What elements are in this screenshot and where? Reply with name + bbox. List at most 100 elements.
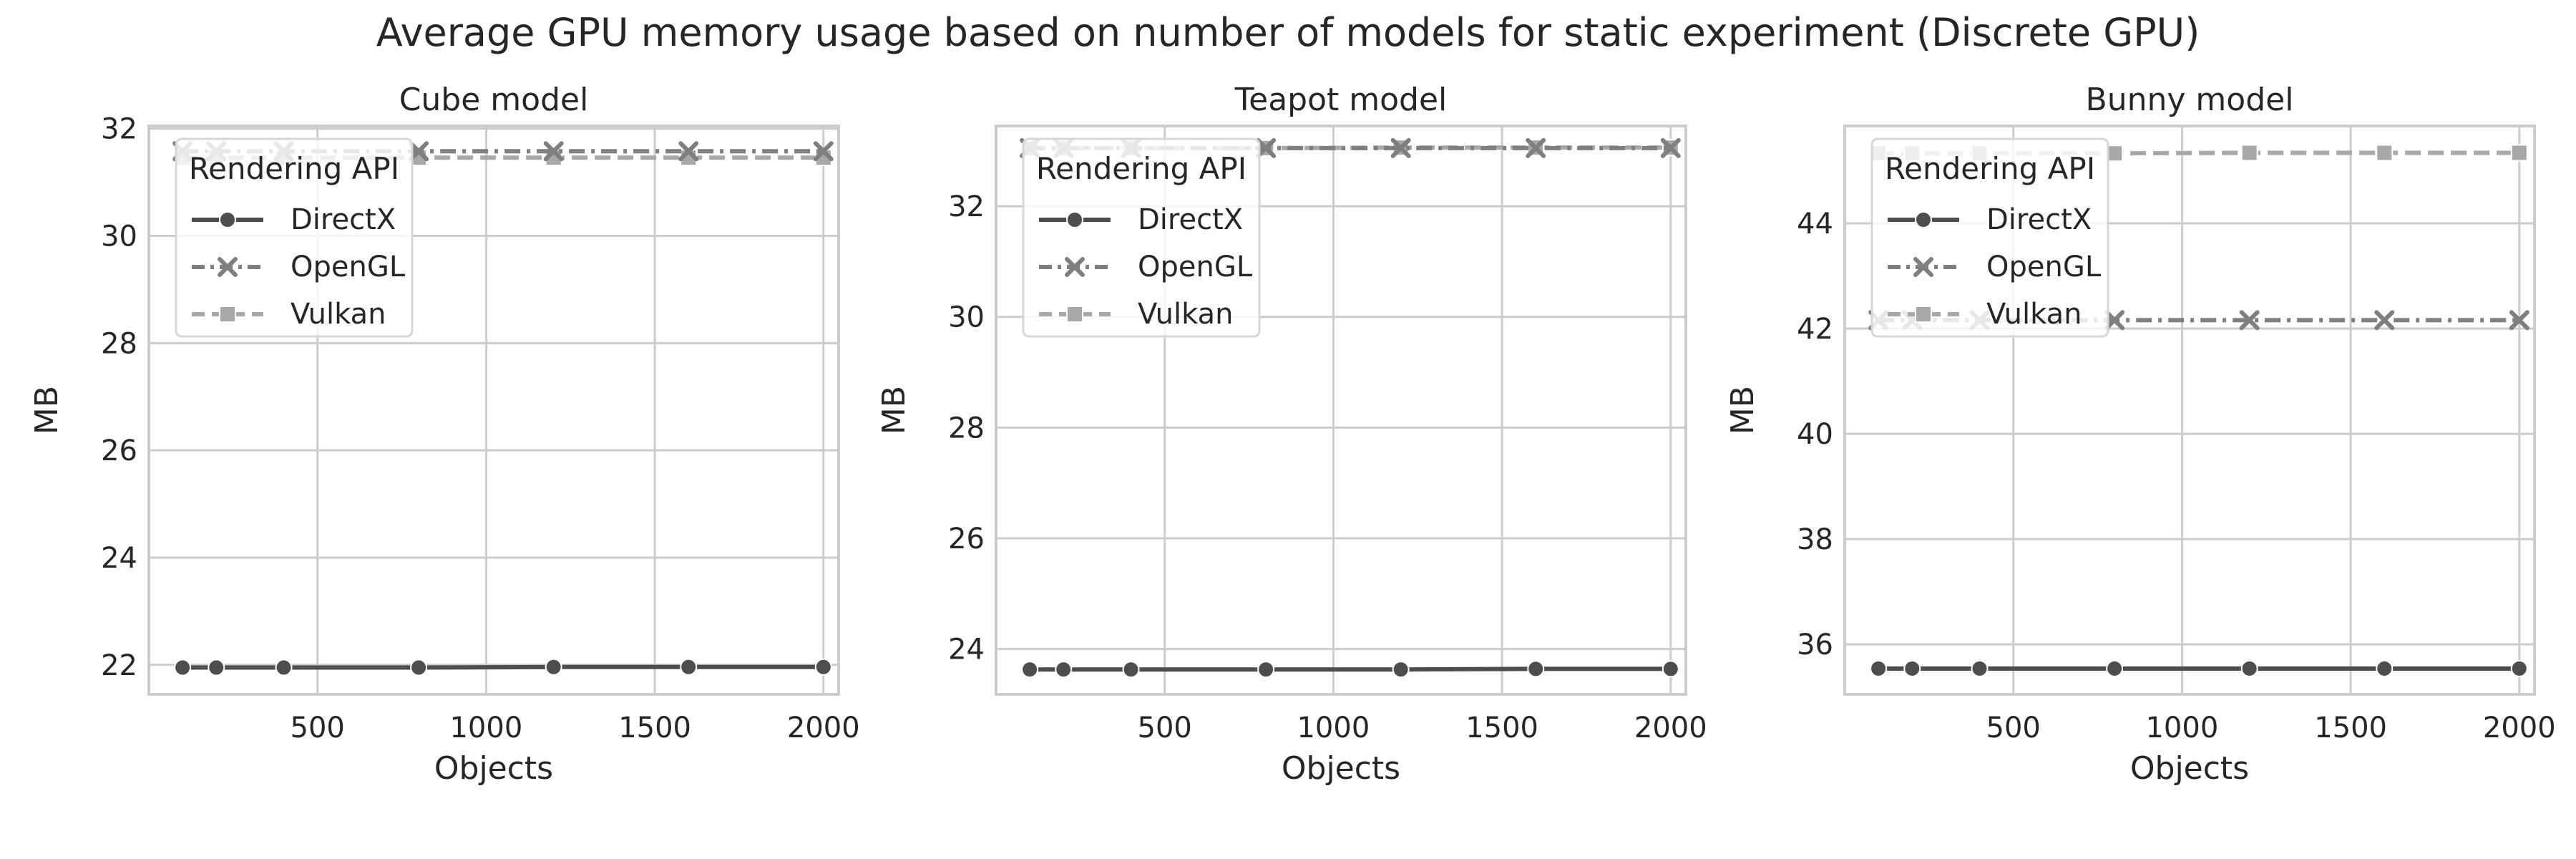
subplot-title: Cube model [399,82,589,118]
data-point-directx [208,659,225,676]
data-point-directx [275,659,293,676]
x-tick-label: 500 [1986,712,2041,744]
y-tick-label: 28 [101,327,137,360]
legend-marker-directx [1915,211,1932,228]
data-point-directx [2106,659,2124,677]
data-point-opengl [1526,137,1546,158]
data-point-opengl [678,141,699,162]
data-point-directx [1903,659,1921,677]
legend-box [175,137,414,338]
legend-box [1870,137,2109,338]
legend-label-vulkan: Vulkan [1138,298,1233,331]
data-point-opengl [1660,137,1681,158]
legend-label-vulkan: Vulkan [1986,298,2082,331]
x-axis-label: Objects [2130,750,2249,787]
x-tick-label: 500 [291,712,345,744]
data-point-directx [2240,659,2258,677]
data-point-opengl [2374,310,2395,331]
legend-label-opengl: OpenGL [291,251,406,283]
axes-frame [1843,125,2536,696]
legend-box [1022,137,1261,338]
legend-label-directx: DirectX [1986,203,2092,236]
y-tick-label: 40 [1797,418,1833,451]
x-tick-label: 1500 [1465,712,1538,744]
data-point-directx [410,659,428,676]
data-point-directx [1662,660,1679,678]
data-point-directx [1021,661,1039,679]
legend-marker-vulkan [1066,306,1083,323]
y-tick-label: 32 [948,190,985,223]
y-axis-label: MB [876,386,912,435]
data-point-directx [1122,661,1140,679]
subplot-3: 500 1000 1500 2000 36 38 40 42 44 Bunny model Obje… [1724,82,2556,787]
legend: Rendering API DirectX OpenGL Vulkan [1870,137,2109,338]
data-point-opengl [409,141,429,162]
data-point-opengl [2239,310,2260,331]
legend-marker-opengl [1913,257,1933,277]
data-point-opengl [2509,310,2529,331]
x-tick-label: 1000 [449,712,522,744]
subplot-1: 500 1000 1500 2000 22 24 26 28 30 32 Cube model Obj… [29,82,860,787]
axes-frame [995,125,1687,696]
data-point-vulkan [2240,144,2258,162]
legend-marker-vulkan [219,306,236,323]
data-point-directx [680,658,698,676]
y-tick-label: 30 [101,220,137,253]
data-point-directx [1971,659,1989,677]
legend-title: Rendering API [189,151,399,186]
data-point-directx [1055,661,1073,679]
y-tick-label: 24 [948,634,985,666]
legend-marker-directx [1066,211,1083,228]
legend-marker-opengl [218,257,238,277]
x-tick-label: 1000 [2145,712,2218,744]
data-point-directx [2376,659,2394,677]
y-tick-label: 22 [101,649,137,682]
x-tick-label: 1500 [618,712,691,744]
subplot-title: Bunny model [2086,82,2294,118]
data-point-opengl [813,141,834,162]
y-tick-label: 28 [948,412,985,445]
legend: Rendering API DirectX OpenGL Vulkan [1022,137,1261,338]
y-tick-label: 26 [101,435,137,467]
y-tick-label: 24 [101,542,137,575]
legend-title: Rendering API [1885,151,2095,186]
x-tick-label: 500 [1138,712,1192,744]
legend-marker-vulkan [1915,306,1932,323]
data-point-opengl [543,141,564,162]
data-point-directx [814,658,832,676]
axes-frame [147,125,840,696]
subplot-2: 500 1000 1500 2000 24 26 28 30 32 Teapot model Obj… [876,82,1707,787]
legend-label-directx: DirectX [291,203,396,236]
data-point-directx [174,659,192,676]
legend-label-directx: DirectX [1138,203,1243,236]
data-point-vulkan [2510,144,2528,162]
subplots: 500 1000 1500 2000 22 24 26 28 30 32 Cube model Obj… [29,82,2556,787]
data-point-opengl [1390,137,1411,158]
data-point-vulkan [2376,144,2394,162]
legend-marker-directx [219,211,236,228]
data-point-opengl [2104,310,2125,331]
legend-label-opengl: OpenGL [1986,251,2102,283]
data-point-directx [1527,660,1545,678]
x-axis-label: Objects [434,750,553,787]
y-tick-label: 26 [948,523,985,555]
subplot-title: Teapot model [1234,82,1448,118]
x-tick-label: 1500 [2314,712,2387,744]
y-tick-label: 36 [1797,629,1833,661]
data-point-directx [1392,661,1410,679]
legend-label-vulkan: Vulkan [291,298,386,331]
legend-marker-opengl [1065,257,1085,277]
figure-title: Average GPU memory usage based on number… [376,10,2200,55]
legend: Rendering API DirectX OpenGL Vulkan [175,137,414,338]
y-tick-label: 30 [948,301,985,334]
data-point-directx [1257,661,1275,679]
y-axis-label: MB [29,386,65,435]
y-tick-label: 44 [1797,208,1833,241]
x-tick-label: 2000 [1634,712,1707,744]
y-axis-label: MB [1724,386,1761,435]
data-point-opengl [1256,137,1277,158]
data-point-directx [545,658,562,676]
y-tick-label: 38 [1797,523,1833,556]
